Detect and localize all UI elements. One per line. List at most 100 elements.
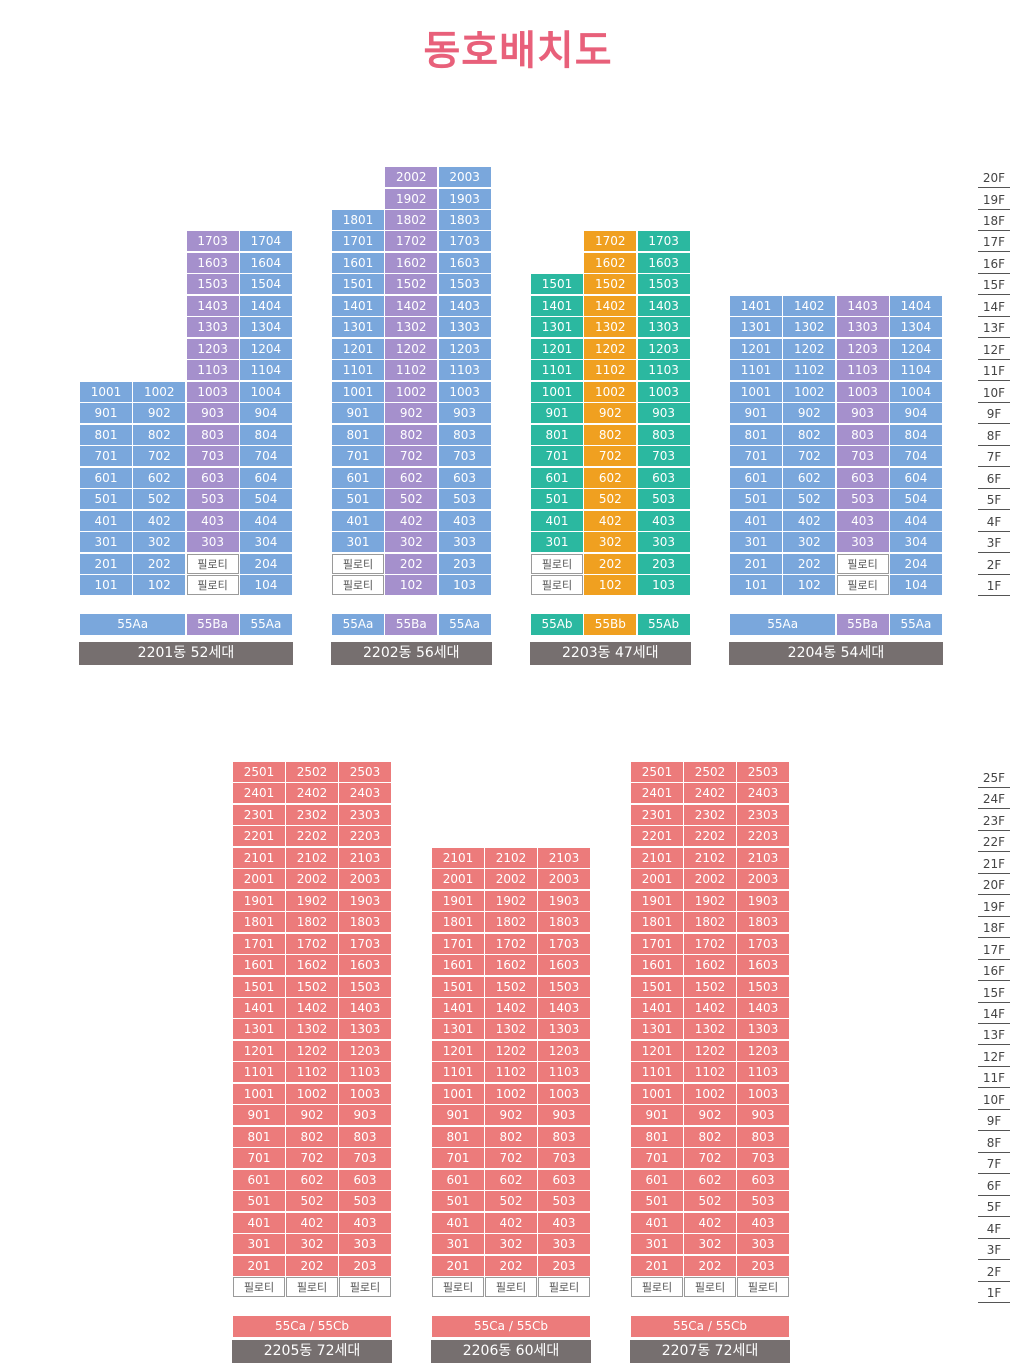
unit-cell: 301 [332,532,384,553]
unit-cell: 1402 [783,295,836,316]
unit-cell: 703 [339,1148,391,1169]
unit-cell: 1002 [286,1083,338,1104]
unit-cell: 202 [684,1255,736,1276]
floor-label: 6F [978,1176,1010,1196]
unit-cell: 803 [438,424,491,445]
unit-type: 55Ab [531,614,583,635]
unit-cell: 1701 [432,933,484,954]
unit-cell: 1402 [385,295,438,316]
floor-label: 11F [978,1068,1010,1089]
unit-cell: 1403 [186,295,239,316]
unit-cell: 501 [631,1191,683,1212]
floor-label: 7F [978,447,1010,468]
unit-cell: 필로티 [432,1277,484,1297]
unit-type: 55Aa [80,614,186,635]
unit-cell: 1404 [239,295,292,316]
unit-cell: 1602 [485,955,537,976]
unit-cell: 801 [730,424,782,445]
unit-cell: 1601 [631,955,683,976]
unit-cell: 401 [730,510,782,531]
unit-cell: 1502 [485,976,537,997]
unit-cell: 604 [889,467,942,488]
unit-type: 55Ba [186,614,239,635]
unit-cell: 201 [432,1255,484,1276]
unit-cell: 502 [133,489,186,510]
unit-cell: 1101 [531,360,583,381]
floor-label: 17F [978,232,1010,253]
unit-cell: 2202 [286,826,338,847]
unit-cell: 1402 [584,295,637,316]
floor-label: 1F [978,1283,1010,1303]
unit-cell: 802 [584,424,637,445]
unit-cell: 2001 [233,869,285,890]
unit-cell: 1603 [339,955,391,976]
unit-cell: 2101 [631,847,683,868]
unit-cell: 302 [684,1234,736,1255]
unit-cell: 503 [737,1191,789,1212]
unit-cell: 1501 [631,976,683,997]
unit-cell: 필로티 [631,1277,683,1297]
unit-cell: 1301 [233,1019,285,1040]
unit-cell: 1902 [286,890,338,911]
unit-cell: 1303 [836,317,889,338]
unit-cell: 203 [637,553,690,574]
floor-label: 19F [978,190,1010,210]
unit-cell: 1603 [737,955,789,976]
unit-cell: 1003 [538,1083,590,1104]
floor-label: 14F [978,1004,1010,1025]
unit-cell: 1704 [239,231,292,252]
unit-cell: 1103 [438,360,491,381]
unit-cell: 1903 [538,890,590,911]
unit-cell: 501 [332,489,384,510]
floor-label: 9F [978,1111,1010,1132]
unit-cell: 1203 [737,1040,789,1061]
unit-cell: 1102 [286,1062,338,1083]
unit-cell: 1401 [233,998,285,1019]
unit-cell: 703 [836,446,889,467]
unit-cell: 필로티 [286,1277,338,1297]
unit-cell: 103 [637,575,690,595]
unit-cell: 601 [531,467,583,488]
unit-cell: 2103 [339,847,391,868]
unit-cell: 801 [631,1126,683,1147]
floor-label: 1F [978,576,1010,596]
unit-cell: 603 [836,467,889,488]
unit-cell: 1503 [538,976,590,997]
unit-cell: 402 [684,1212,736,1233]
unit-cell: 502 [286,1191,338,1212]
floor-label: 12F [978,340,1010,360]
unit-cell: 1601 [332,252,384,273]
unit-cell: 201 [730,553,782,574]
unit-cell: 301 [432,1234,484,1255]
unit-cell: 2001 [432,869,484,890]
unit-cell: 303 [737,1234,789,1255]
floor-label: 21F [978,854,1010,874]
unit-cell: 503 [836,489,889,510]
unit-cell: 1103 [836,360,889,381]
unit-cell: 902 [684,1105,736,1126]
unit-cell: 901 [332,403,384,424]
unit-cell: 2003 [538,869,590,890]
unit-cell: 1002 [133,381,186,402]
unit-cell: 2201 [233,826,285,847]
unit-cell: 1403 [438,295,491,316]
unit-cell: 1903 [737,890,789,911]
unit-cell: 501 [80,489,132,510]
unit-cell: 602 [286,1169,338,1190]
unit-cell: 필로티 [836,575,889,595]
unit-cell: 1103 [339,1062,391,1083]
unit-cell: 2403 [737,783,789,804]
unit-cell: 1801 [631,912,683,933]
unit-cell: 901 [631,1105,683,1126]
unit-cell: 1401 [332,295,384,316]
unit-cell: 902 [485,1105,537,1126]
unit-cell: 필로티 [339,1277,391,1297]
unit-cell: 202 [286,1255,338,1276]
unit-cell: 602 [133,467,186,488]
unit-cell: 203 [339,1255,391,1276]
title: 동호배치도 [423,28,613,74]
unit-cell: 802 [385,424,438,445]
unit-cell: 1901 [233,890,285,911]
unit-cell: 1202 [584,338,637,359]
